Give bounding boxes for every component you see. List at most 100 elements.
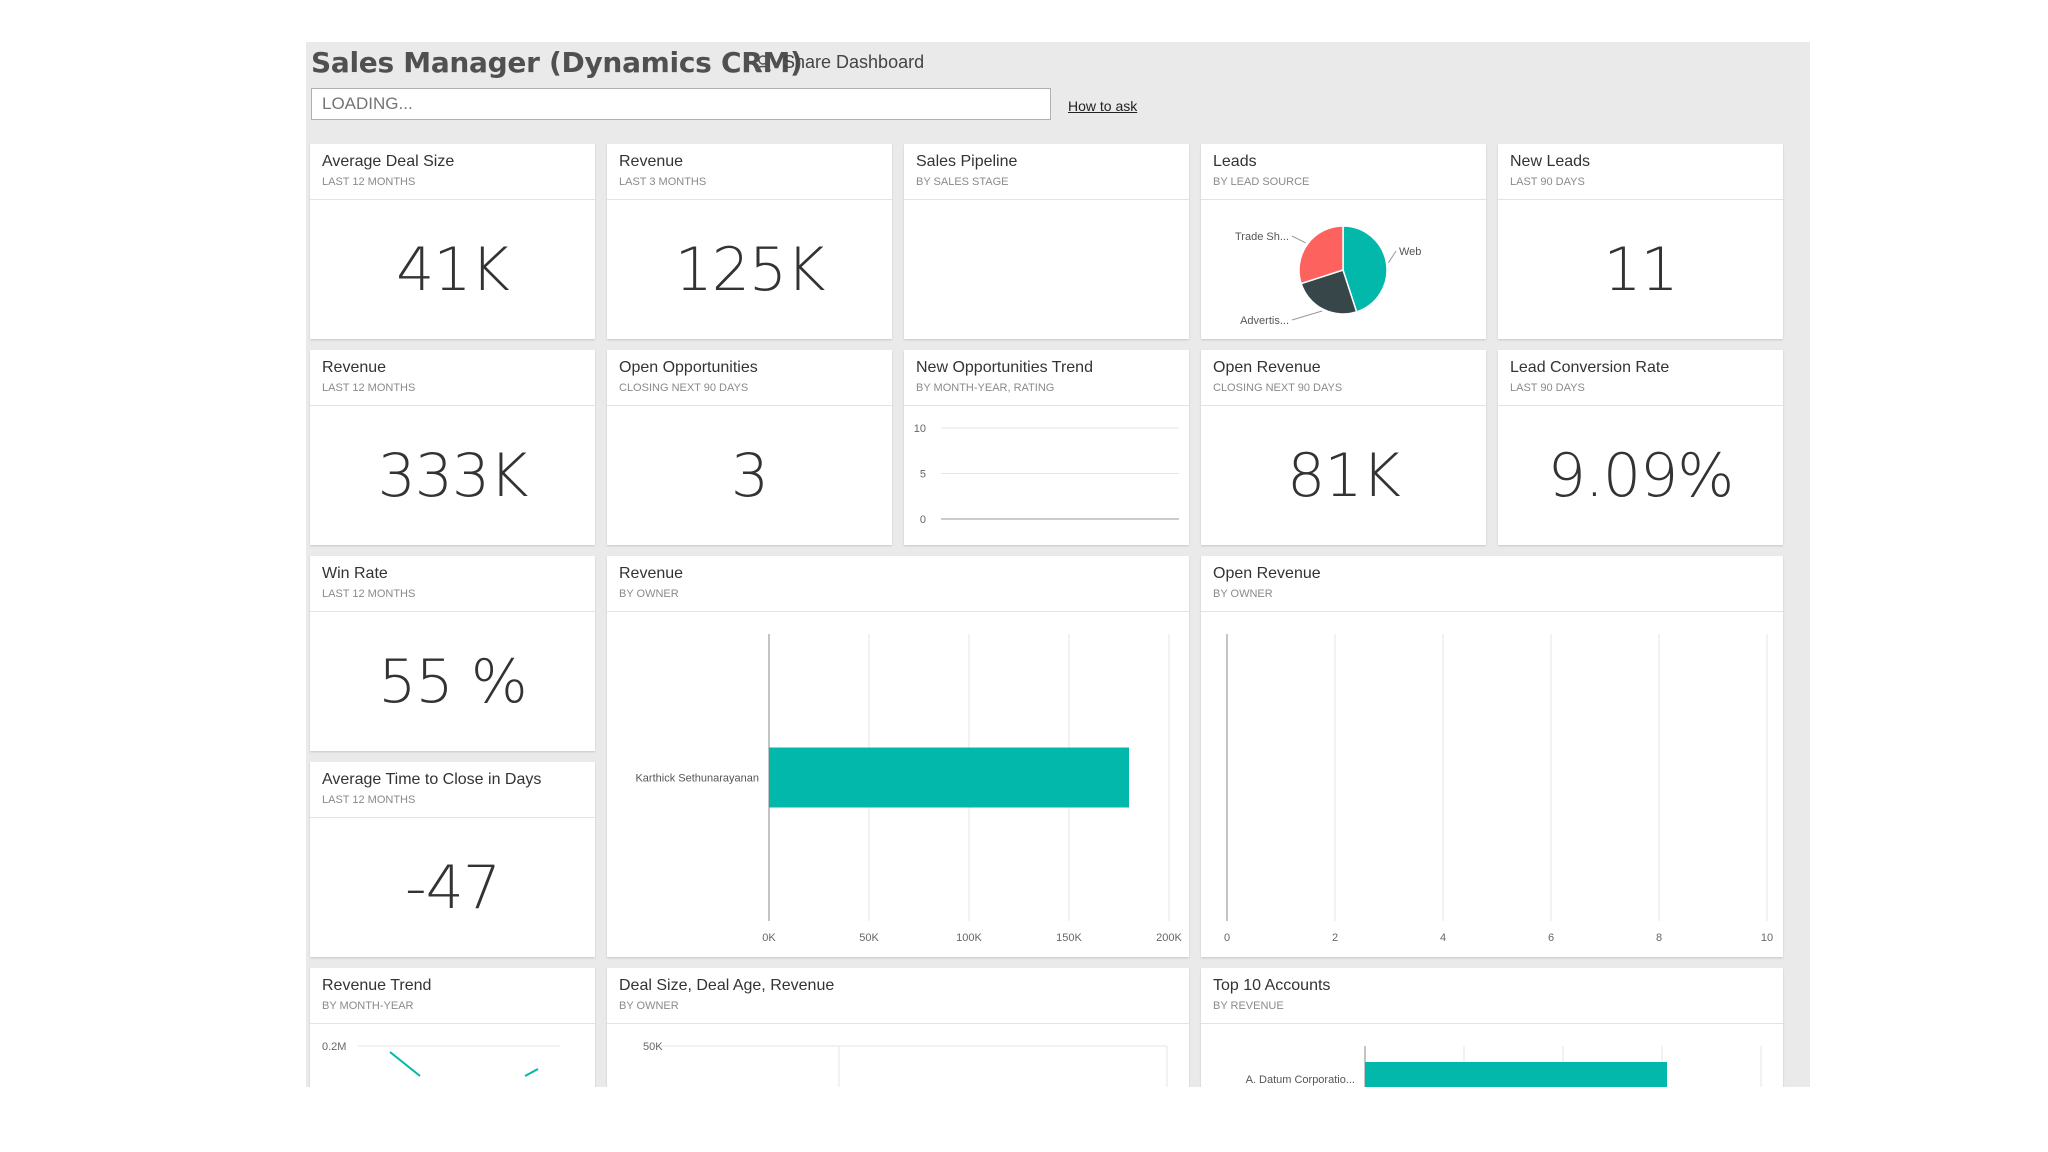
x-tick-label: 2 [1332,932,1338,944]
tile-subtitle: BY SALES STAGE [916,176,1009,188]
pie-slice [1300,269,1358,315]
bar [1365,1062,1667,1087]
tile-title: Open Revenue [1213,565,1321,582]
pie-slice [1298,225,1344,285]
tile-lead-conversion-rate[interactable]: Lead Conversion Rate LAST 90 DAYS 9.09% [1498,350,1783,545]
x-tick-label: 50K [859,932,879,944]
tile-title: New Leads [1510,153,1591,170]
kpi-value: 3 [730,440,769,511]
deal-size-scatter-chart: 50K [643,1041,1168,1087]
tile-title: Revenue Trend [322,977,432,994]
tile-open-revenue-by-owner[interactable]: Open Revenue BY OWNER 0 2 4 6 8 10 [1201,556,1783,957]
x-tick-label: 6 [1548,932,1554,944]
tile-subtitle: BY OWNER [619,588,679,600]
kpi-value: 55 % [378,646,527,717]
tile-revenue-3-months[interactable]: Revenue LAST 3 MONTHS 125K [607,144,892,339]
tile-deal-size-age-revenue[interactable]: Deal Size, Deal Age, Revenue BY OWNER 50K [607,968,1189,1087]
tile-subtitle: BY MONTH-YEAR, RATING [916,382,1055,394]
x-tick-label: 150K [1056,932,1082,944]
tile-subtitle: BY LEAD SOURCE [1213,176,1310,188]
tile-subtitle: LAST 12 MONTHS [322,176,416,188]
tile-title: Revenue [619,565,684,582]
pie-leader-line [1291,310,1323,321]
y-tick-label: 50K [643,1041,663,1053]
kpi-value: -47 [405,852,501,923]
category-label: Karthick Sethunarayanan [635,773,759,785]
kpi-value: 41K [396,234,510,305]
tile-title: Open Revenue [1213,359,1321,376]
tile-top-10-accounts[interactable]: Top 10 Accounts BY REVENUE A. Datum Corpo… [1201,968,1783,1087]
tile-sales-pipeline[interactable]: Sales Pipeline BY SALES STAGE [904,144,1189,339]
kpi-value: 125K [674,234,826,305]
pie-label: Web [1399,246,1421,258]
tile-title: Open Opportunities [619,359,758,376]
kpi-value: 81K [1287,440,1401,511]
tile-title: Deal Size, Deal Age, Revenue [619,977,835,994]
how-to-ask-link[interactable]: How to ask [1068,98,1138,114]
tile-revenue-by-owner[interactable]: Revenue BY OWNER 0K 50K 100K 150K 200K Karthic… [607,556,1189,957]
tile-title: Revenue [322,359,387,376]
tile-subtitle: BY OWNER [619,1000,679,1012]
new-opportunities-line-chart: 10 5 0 [914,423,1179,526]
tile-title: Win Rate [322,565,388,582]
share-dashboard-label: Share Dashboard [783,52,925,72]
tile-subtitle: LAST 12 MONTHS [322,382,416,394]
x-tick-label: 200K [1156,932,1182,944]
tile-title: Revenue [619,153,684,170]
revenue-by-owner-bar-chart: 0K 50K 100K 150K 200K Karthick Sethunarayanan [635,634,1183,944]
tile-revenue-trend[interactable]: Revenue Trend BY MONTH-YEAR 0.2M [310,968,595,1087]
kpi-value: 11 [1603,234,1678,305]
tile-subtitle: LAST 90 DAYS [1510,382,1585,394]
tile-average-time-to-close[interactable]: Average Time to Close in Days LAST 12 MON… [310,762,595,957]
bar [769,747,1129,808]
x-tick-label: 0 [1224,932,1230,944]
pie-label: Trade Sh... [1235,231,1289,243]
tile-title: Lead Conversion Rate [1510,359,1670,376]
x-tick-label: 100K [956,932,982,944]
tile-title: Sales Pipeline [916,153,1018,170]
revenue-trend-line-chart: 0.2M [322,1041,560,1077]
x-tick-label: 0K [762,932,776,944]
share-icon [755,53,771,71]
tile-subtitle: BY MONTH-YEAR [322,1000,414,1012]
tile-leads[interactable]: Leads BY LEAD SOURCE Web Advertis... Trade … [1201,144,1486,339]
dashboard-title: Sales Manager (Dynamics CRM) [311,46,803,79]
tile-subtitle: CLOSING NEXT 90 DAYS [1213,382,1343,394]
tile-subtitle: CLOSING NEXT 90 DAYS [619,382,749,394]
dashboard: Sales Manager (Dynamics CRM) Share Dashb… [306,42,1810,1087]
y-tick-label: 0 [920,514,926,526]
tile-title: Average Deal Size [322,153,455,170]
y-tick-label: 10 [914,423,926,435]
open-revenue-by-owner-bar-chart: 0 2 4 6 8 10 [1224,634,1773,944]
pie-label: Advertis... [1240,315,1289,327]
kpi-value: 9.09% [1547,440,1735,511]
tile-subtitle: LAST 12 MONTHS [322,794,416,806]
tile-average-deal-size[interactable]: Average Deal Size LAST 12 MONTHS 41K [310,144,595,339]
tile-subtitle: LAST 12 MONTHS [322,588,416,600]
tile-title: Leads [1213,153,1257,170]
tile-subtitle: LAST 90 DAYS [1510,176,1585,188]
tile-new-leads[interactable]: New Leads LAST 90 DAYS 11 [1498,144,1783,339]
series-line [389,1051,421,1077]
kpi-value: 333K [377,440,529,511]
tile-subtitle: LAST 3 MONTHS [619,176,707,188]
x-tick-label: 8 [1656,932,1662,944]
top-10-accounts-bar-chart: A. Datum Corporatio... [1246,1046,1762,1087]
series-line [524,1068,539,1077]
tile-title: Average Time to Close in Days [322,771,542,788]
y-tick-label: 0.2M [322,1041,346,1053]
tile-new-opportunities-trend[interactable]: New Opportunities Trend BY MONTH-YEAR, RA… [904,350,1189,545]
x-tick-label: 10 [1761,932,1773,944]
tile-title: Top 10 Accounts [1213,977,1331,994]
tile-subtitle: BY REVENUE [1213,1000,1284,1012]
qa-input[interactable] [311,88,1051,120]
pie-leader-line [1291,235,1307,244]
tile-revenue-12-months[interactable]: Revenue LAST 12 MONTHS 333K [310,350,595,545]
x-tick-label: 4 [1440,932,1446,944]
tile-open-opportunities[interactable]: Open Opportunities CLOSING NEXT 90 DAYS 3 [607,350,892,545]
tile-open-revenue[interactable]: Open Revenue CLOSING NEXT 90 DAYS 81K [1201,350,1486,545]
share-dashboard-button[interactable]: Share Dashboard [753,52,924,73]
pie-slice [1342,225,1388,313]
tile-win-rate[interactable]: Win Rate LAST 12 MONTHS 55 % [310,556,595,751]
y-tick-label: 5 [920,469,926,481]
